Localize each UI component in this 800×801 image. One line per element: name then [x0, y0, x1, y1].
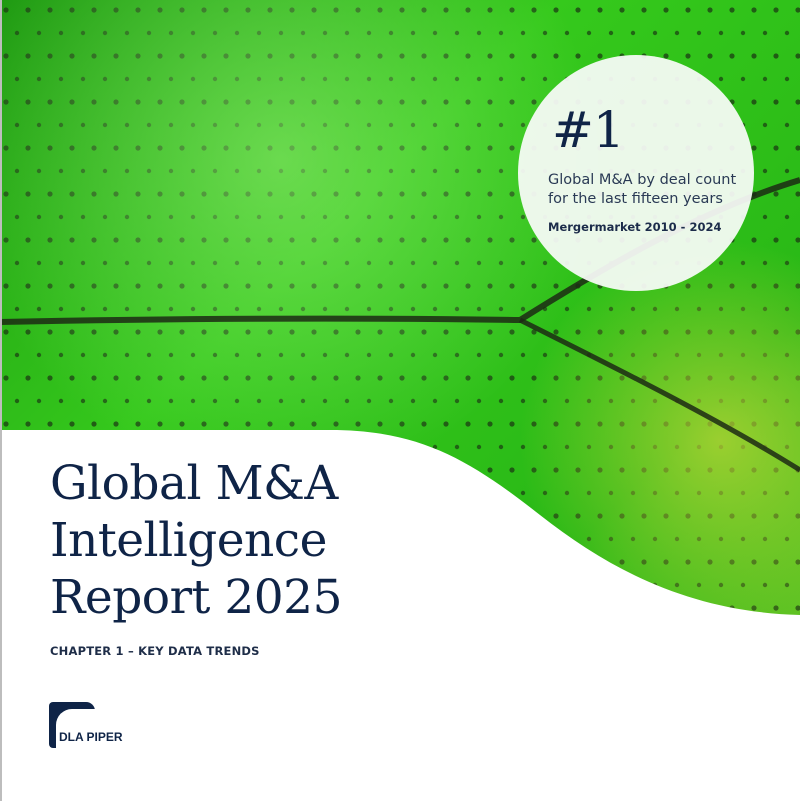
title-line: Global M&A [50, 456, 338, 511]
rank-number: #1 [552, 101, 625, 159]
rank-description: Global M&A by deal count for the last fi… [548, 172, 737, 207]
page-edge [0, 0, 2, 801]
chapter-subtitle: CHAPTER 1 – KEY DATA TRENDS [50, 644, 260, 658]
logo-text: DLA PIPER [59, 730, 123, 744]
ranking-badge: #1 Global M&A by deal count for the last… [518, 55, 754, 291]
title-line: Intelligence [50, 513, 327, 568]
logo-mark-icon [49, 702, 95, 748]
dla-piper-logo: DLA PIPER [49, 702, 127, 748]
rank-source: Mergermarket 2010 - 2024 [548, 220, 722, 234]
report-title: Global M&A Intelligence Report 2025 [50, 455, 343, 626]
title-line: Report 2025 [50, 570, 343, 625]
